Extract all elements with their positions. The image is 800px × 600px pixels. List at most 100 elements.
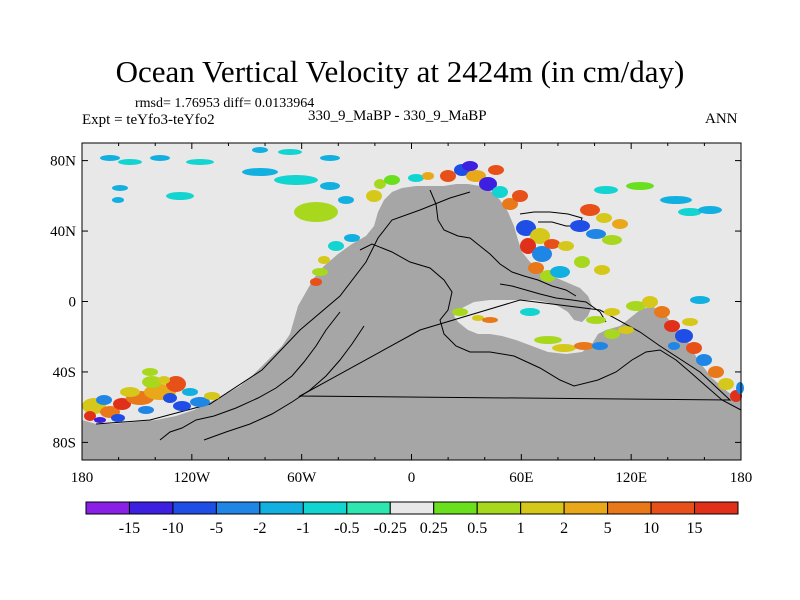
anomaly-patch (408, 174, 424, 182)
anomaly-patch (440, 170, 456, 182)
colorbar-label: 0.5 (467, 520, 487, 537)
anomaly-patch (138, 406, 154, 414)
anomaly-patch (532, 246, 552, 262)
anomaly-patch (654, 306, 670, 318)
colorbar-swatch (694, 501, 739, 515)
colorbar-label: -5 (210, 520, 223, 537)
anomaly-patch (100, 155, 120, 161)
coastline-outline-southwest (159, 311, 341, 441)
anomaly-patch (660, 196, 692, 204)
anomaly-patch (686, 342, 702, 354)
x-tick-label: 120E (615, 470, 647, 486)
anomaly-patch (166, 192, 194, 200)
anomaly-patch (186, 159, 214, 165)
anomaly-patch (96, 395, 112, 405)
anomaly-patch (488, 165, 504, 175)
anomaly-patch (668, 342, 680, 350)
season-label: ANN (705, 111, 738, 127)
anomaly-patch (111, 414, 125, 422)
anomaly-patch (142, 368, 158, 376)
anomaly-patch (466, 170, 486, 182)
anomaly-patch (190, 397, 210, 407)
coastline-line (298, 299, 732, 401)
anomaly-patch (550, 266, 570, 278)
colorbar-swatch (650, 501, 696, 515)
anomaly-patch (642, 296, 658, 308)
anomaly-patch (516, 220, 536, 236)
anomaly-patch (626, 301, 646, 311)
anomaly-patch (310, 278, 322, 286)
colorbar-label: 5 (604, 520, 612, 537)
colorbar-swatch (476, 501, 522, 515)
anomaly-patch (294, 202, 338, 222)
colorbar-label: 15 (687, 520, 703, 537)
anomaly-patch (166, 376, 186, 392)
anomaly-patch (596, 213, 612, 223)
anomaly-patch (482, 317, 498, 323)
colorbar-swatch (85, 501, 130, 515)
anomaly-patch (592, 342, 608, 350)
colorbar-swatch (389, 501, 435, 515)
anomaly-patch (150, 155, 170, 161)
colorbar-label: 2 (560, 520, 568, 537)
y-tick-label: 40S (53, 365, 76, 381)
anomaly-patch (736, 382, 744, 394)
x-tick-label: 180 (71, 470, 94, 486)
anomaly-patch (173, 401, 191, 411)
x-tick-label: 120W (173, 470, 211, 486)
coastline-outline-seaway (499, 283, 607, 323)
anomaly-patch (384, 175, 400, 185)
anomaly-patch (586, 229, 606, 239)
anomaly-patch (570, 220, 590, 232)
anomaly-patch (182, 388, 198, 396)
anomaly-patch (602, 235, 622, 245)
anomaly-patch (664, 320, 680, 332)
anomaly-patch (94, 417, 106, 423)
anomaly-patch (530, 228, 550, 244)
anomaly-patch (682, 318, 698, 326)
colorbar-label: -0.5 (334, 520, 359, 537)
anomaly-patch (520, 238, 536, 254)
anomaly-patch (512, 190, 528, 202)
colorbar-swatch (172, 501, 217, 515)
colorbar-swatch (433, 501, 478, 515)
anomaly-patch (462, 161, 478, 171)
land-mass (82, 184, 741, 460)
anomaly-patch (690, 296, 710, 304)
run-label: 330_9_MaBP - 330_9_MaBP (308, 108, 487, 124)
anomaly-patch (320, 182, 340, 190)
anomaly-patch (422, 172, 434, 180)
anomaly-patch (120, 387, 140, 397)
colorbar-swatch (215, 501, 261, 515)
colorbar-swatch (346, 501, 391, 515)
x-tick-label: 180 (730, 470, 753, 486)
colorbar-swatch (520, 501, 565, 515)
anomaly-patch (604, 308, 620, 316)
anomaly-patch (594, 265, 610, 275)
anomaly-patch (558, 241, 574, 251)
anomaly-patch (112, 197, 124, 203)
anomaly-patch (204, 392, 220, 400)
colorbar-swatch (607, 501, 652, 515)
anomaly-patch (718, 378, 734, 390)
coastline-outline-south (359, 243, 742, 411)
colorbar-label: -10 (162, 520, 183, 537)
anomaly-patch (344, 234, 360, 242)
colorbar-label: -0.25 (374, 520, 407, 537)
anomaly-patch (618, 326, 634, 334)
anomaly-patch (604, 329, 620, 339)
colorbar-swatch (259, 501, 304, 515)
y-tick-label: 40N (50, 224, 76, 240)
y-tick-label: 0 (69, 295, 77, 311)
anomaly-patch (698, 206, 722, 214)
anomaly-patch (274, 175, 318, 185)
anomaly-patch (112, 185, 128, 191)
anomaly-patch (612, 219, 628, 229)
anomaly-patch (328, 241, 344, 251)
anomaly-patch (520, 308, 540, 316)
coastline-outline-north (429, 189, 577, 297)
anomaly-patch (452, 308, 468, 316)
anomaly-patch (580, 204, 600, 216)
anomaly-patch (696, 354, 712, 366)
